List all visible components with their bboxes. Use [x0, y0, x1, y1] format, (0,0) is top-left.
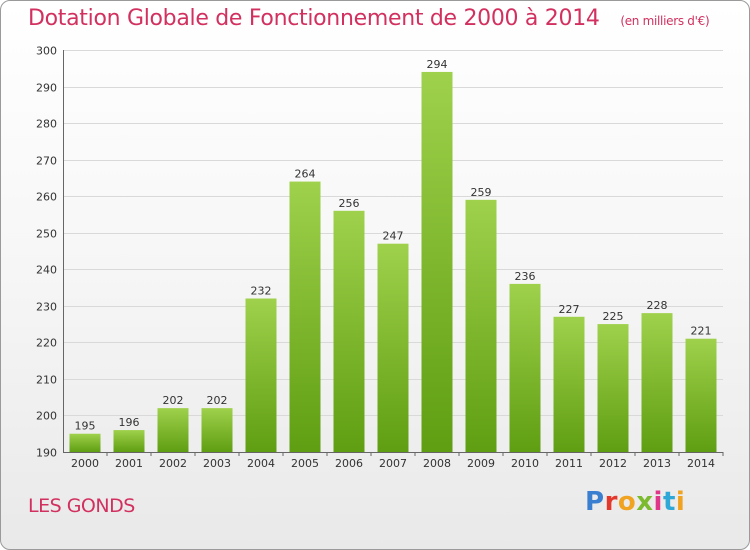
bar [245, 298, 277, 452]
x-tick-label: 2012 [599, 457, 627, 470]
data-label: 227 [559, 303, 580, 316]
data-label: 202 [163, 394, 184, 407]
bar [641, 313, 673, 452]
data-label: 196 [119, 416, 140, 429]
bar [69, 433, 101, 452]
proxiti-logo: Proxiti [585, 487, 685, 517]
x-tick-label: 2006 [335, 457, 363, 470]
data-label: 221 [691, 325, 712, 338]
y-tick-label: 260 [36, 191, 57, 204]
logo-letter: i [653, 487, 663, 517]
y-tick-label: 220 [36, 337, 57, 350]
bar [465, 199, 497, 452]
bar [421, 71, 453, 452]
logo-letter: P [585, 487, 605, 517]
y-tick-label: 210 [36, 374, 57, 387]
x-tick-label: 2002 [159, 457, 187, 470]
bar [685, 338, 717, 452]
axes: 190 200 210 220 230 240 250 260 270 280 290 300 2000… [36, 45, 724, 470]
logo-letter: o [617, 487, 637, 517]
y-tick-label: 250 [36, 228, 57, 241]
bar [289, 181, 321, 452]
x-tick-label: 2000 [71, 457, 99, 470]
commune-name: LES GONDS [28, 495, 135, 517]
x-tick-label: 2008 [423, 457, 451, 470]
data-label: 228 [647, 299, 668, 312]
logo-letter: t [662, 487, 676, 517]
bars [69, 71, 717, 452]
bar [597, 324, 629, 452]
data-label: 225 [603, 310, 624, 323]
y-tick-label: 240 [36, 264, 57, 277]
bar [333, 210, 365, 452]
logo-letter: r [604, 487, 618, 517]
bar [157, 408, 189, 452]
x-tick-label: 2011 [555, 457, 583, 470]
bar [553, 316, 585, 452]
x-tick-label: 2010 [511, 457, 539, 470]
data-label: 247 [383, 230, 404, 243]
x-tick-label: 2001 [115, 457, 143, 470]
y-tick-label: 290 [36, 82, 57, 95]
y-tick-label: 270 [36, 155, 57, 168]
data-label: 236 [515, 270, 536, 283]
data-label: 294 [427, 58, 448, 71]
data-label: 232 [251, 285, 272, 298]
data-labels: 195 196 202 202 232 264 256 247 294 259 236 227 225 2… [75, 58, 712, 433]
chart-unit-note: (en milliers d'€) [620, 14, 710, 28]
bar [201, 408, 233, 452]
x-tick-label: 2007 [379, 457, 407, 470]
data-label: 259 [471, 186, 492, 199]
chart-title-text: Dotation Globale de Fonctionnement de 20… [28, 6, 600, 31]
y-tick-label: 200 [36, 410, 57, 423]
logo-letter: i [675, 487, 686, 517]
x-tick-label: 2014 [687, 457, 715, 470]
bar [113, 430, 145, 452]
y-tick-label: 230 [36, 301, 57, 314]
x-tick-label: 2004 [247, 457, 275, 470]
y-tick-label: 280 [36, 118, 57, 131]
y-tick-label: 190 [36, 447, 57, 460]
data-label: 256 [339, 197, 360, 210]
x-tick-label: 2013 [643, 457, 671, 470]
y-tick-label: 300 [36, 45, 57, 58]
x-tick-label: 2003 [203, 457, 231, 470]
data-label: 202 [207, 394, 228, 407]
data-label: 195 [75, 420, 96, 433]
bar [509, 283, 541, 452]
logo-letter: x [636, 487, 654, 517]
chart-title: Dotation Globale de Fonctionnement de 20… [28, 6, 710, 31]
data-label: 264 [295, 168, 316, 181]
x-tick-label: 2005 [291, 457, 319, 470]
bar [377, 243, 409, 452]
x-tick-label: 2009 [467, 457, 495, 470]
